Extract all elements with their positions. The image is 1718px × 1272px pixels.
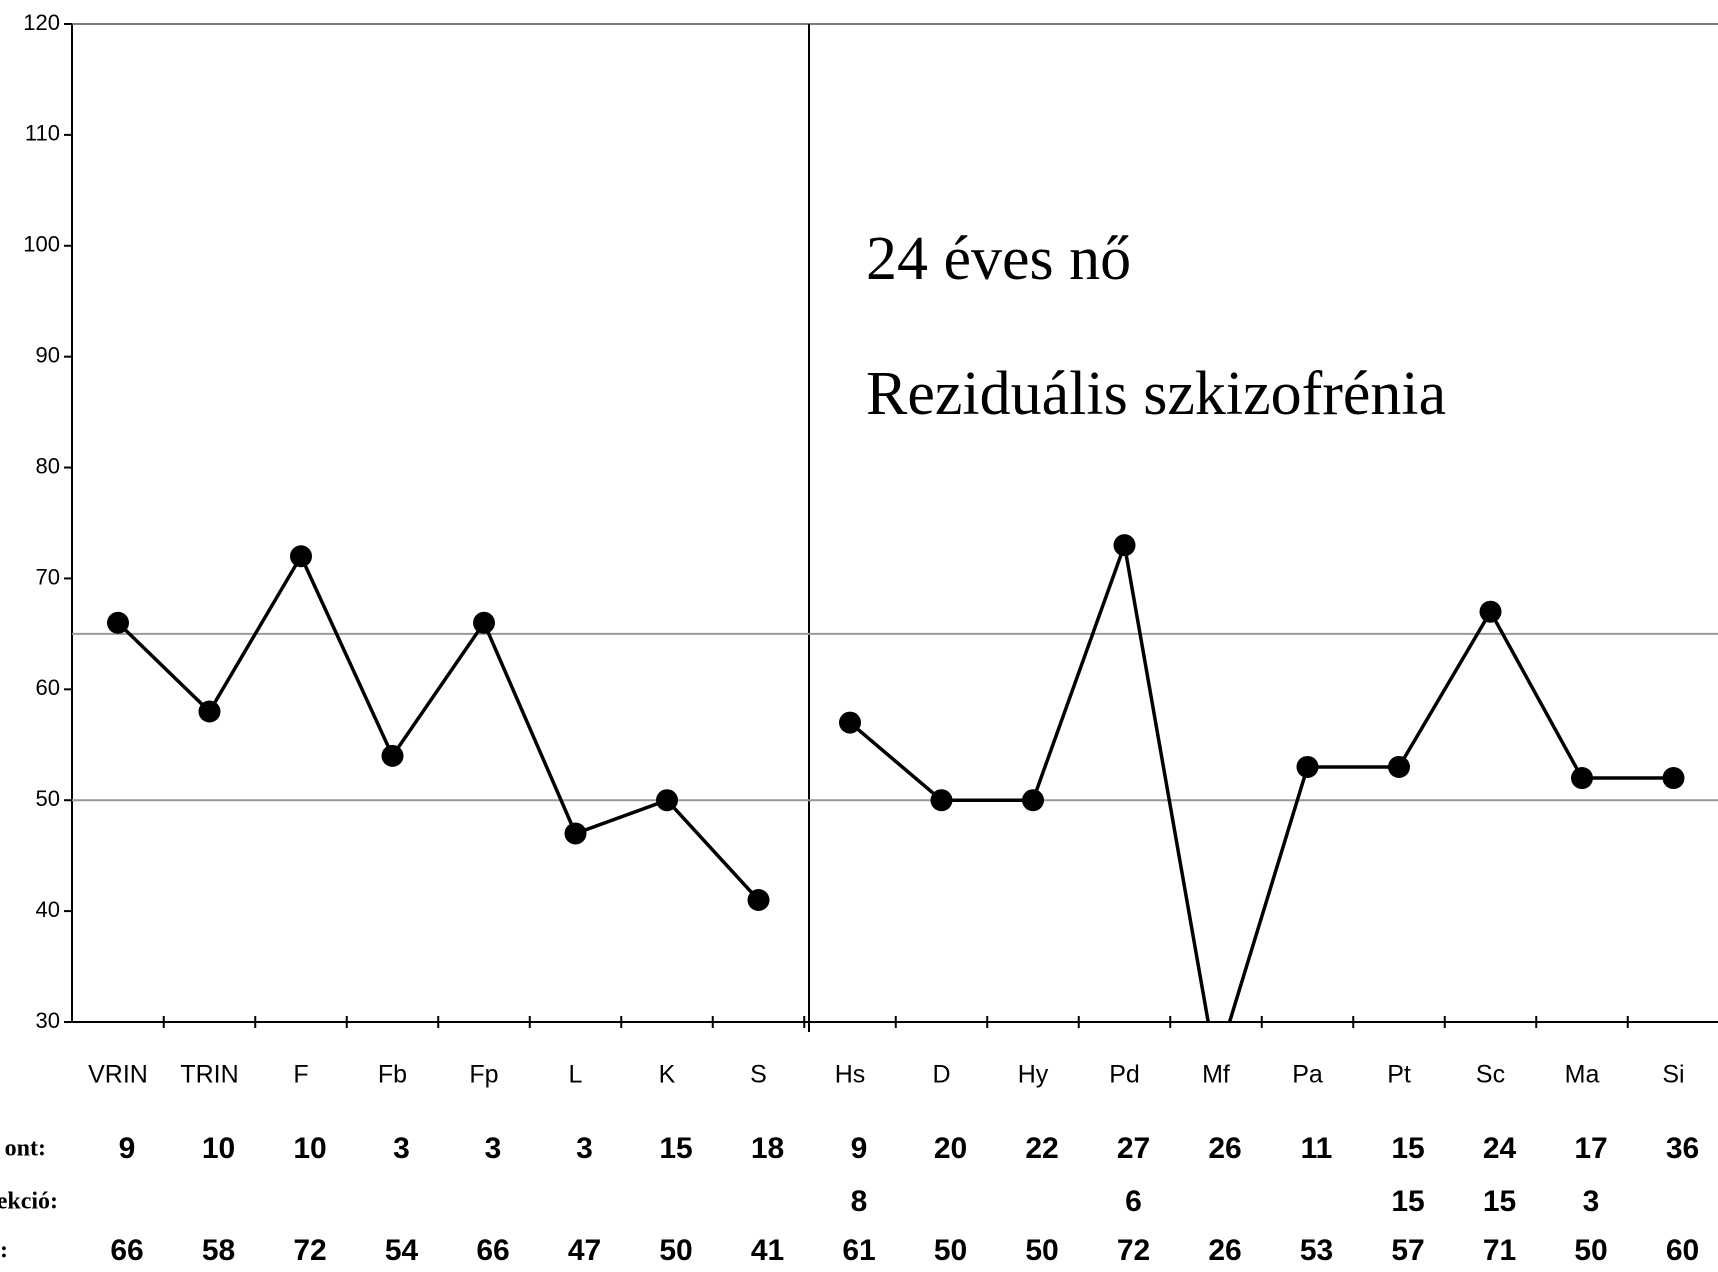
data-point bbox=[747, 889, 770, 912]
table-cell: 18 bbox=[751, 1132, 784, 1165]
data-point bbox=[1662, 767, 1685, 790]
x-tick-label: TRIN bbox=[180, 1061, 238, 1089]
series-line bbox=[848, 538, 1674, 1022]
series-line bbox=[116, 552, 760, 902]
data-point bbox=[290, 545, 312, 568]
table-cell: 71 bbox=[1483, 1234, 1516, 1267]
x-tick-label: Hs bbox=[835, 1061, 866, 1089]
table-cell: 61 bbox=[842, 1234, 875, 1267]
annotation: 24 éves nő bbox=[866, 225, 1131, 293]
table-cell: 6 bbox=[1125, 1185, 1142, 1218]
table-cell: 17 bbox=[1574, 1132, 1607, 1165]
annotation: Reziduális szkizofrénia bbox=[866, 360, 1446, 428]
table-cell: 50 bbox=[1574, 1234, 1607, 1267]
data-point bbox=[198, 700, 221, 723]
x-tick-label: Pt bbox=[1387, 1061, 1411, 1089]
table-cell: 72 bbox=[293, 1234, 326, 1267]
y-tick-label: 80 bbox=[36, 453, 60, 478]
table-cell: 10 bbox=[202, 1132, 235, 1165]
table-cell: 58 bbox=[202, 1234, 235, 1267]
x-tick-label: Sc bbox=[1476, 1061, 1505, 1089]
y-tick-label: 30 bbox=[36, 1008, 60, 1033]
table-cell: 10 bbox=[293, 1132, 326, 1165]
y-tick-label: 120 bbox=[23, 10, 60, 35]
data-point bbox=[381, 744, 404, 767]
x-tick-label: L bbox=[569, 1061, 583, 1089]
table-cell: 41 bbox=[751, 1234, 784, 1267]
table-cell: 26 bbox=[1208, 1234, 1241, 1267]
row-label: : bbox=[0, 1238, 8, 1264]
row-label: ont: bbox=[5, 1136, 46, 1162]
y-tick-label: 90 bbox=[36, 342, 60, 367]
data-point bbox=[1113, 534, 1136, 557]
y-tick-label: 110 bbox=[25, 121, 60, 146]
table-cell: 24 bbox=[1483, 1132, 1517, 1165]
data-point bbox=[107, 611, 129, 634]
table-cell: 3 bbox=[1583, 1185, 1600, 1218]
data-point bbox=[1296, 755, 1319, 778]
data-point bbox=[1388, 755, 1410, 778]
table-cell: 50 bbox=[1025, 1234, 1058, 1267]
x-tick-label: Mf bbox=[1202, 1061, 1230, 1089]
table-cell: 60 bbox=[1666, 1234, 1699, 1267]
table-cell: 66 bbox=[110, 1234, 143, 1267]
x-tick-label: D bbox=[932, 1061, 950, 1089]
table-cell: 50 bbox=[659, 1234, 692, 1267]
table-cell: 15 bbox=[1391, 1185, 1424, 1218]
table-cell: 26 bbox=[1208, 1132, 1241, 1165]
table-cell: 22 bbox=[1025, 1132, 1058, 1165]
data-point bbox=[656, 789, 678, 812]
x-tick-label: Si bbox=[1662, 1061, 1684, 1089]
data-point bbox=[564, 822, 587, 845]
table-cell: 27 bbox=[1117, 1132, 1150, 1165]
table-cell: 54 bbox=[385, 1234, 419, 1267]
table-cell: 9 bbox=[851, 1132, 868, 1165]
data-point bbox=[839, 711, 861, 734]
table-cell: 11 bbox=[1301, 1132, 1333, 1165]
x-tick-label: Hy bbox=[1018, 1061, 1049, 1089]
x-tick-label: S bbox=[750, 1061, 767, 1089]
x-tick-label: VRIN bbox=[88, 1061, 148, 1089]
table-cell: 8 bbox=[851, 1185, 868, 1218]
table-cell: 15 bbox=[659, 1132, 692, 1165]
data-point bbox=[930, 789, 953, 812]
table-cell: 20 bbox=[934, 1132, 967, 1165]
table-cell: 72 bbox=[1117, 1234, 1150, 1267]
x-tick-label: Fp bbox=[469, 1061, 498, 1089]
table-cell: 47 bbox=[568, 1234, 601, 1267]
data-point bbox=[473, 611, 495, 634]
table-cell: 53 bbox=[1300, 1234, 1333, 1267]
data-point bbox=[1022, 789, 1044, 812]
x-tick-label: Pa bbox=[1292, 1061, 1323, 1089]
table-cell: 9 bbox=[119, 1132, 136, 1165]
x-tick-label: F bbox=[293, 1061, 308, 1089]
y-tick-label: 50 bbox=[36, 786, 60, 811]
table-cell: 3 bbox=[485, 1132, 502, 1165]
row-label: ekció: bbox=[0, 1189, 58, 1215]
table-cell: 36 bbox=[1666, 1132, 1699, 1165]
data-point bbox=[1479, 600, 1502, 623]
table-cell: 3 bbox=[576, 1132, 593, 1165]
axes bbox=[71, 23, 1718, 1032]
data-point bbox=[1571, 767, 1593, 790]
y-tick-label: 40 bbox=[36, 897, 60, 922]
y-tick-label: 60 bbox=[36, 675, 60, 700]
table-cell: 3 bbox=[393, 1132, 410, 1165]
table-cell: 66 bbox=[476, 1234, 509, 1267]
table-cell: 50 bbox=[934, 1234, 967, 1267]
table-cell: 57 bbox=[1391, 1234, 1424, 1267]
table-cell: 15 bbox=[1483, 1185, 1516, 1218]
y-tick-label: 70 bbox=[36, 564, 60, 589]
table-cell: 15 bbox=[1391, 1132, 1424, 1165]
x-tick-label: Fb bbox=[378, 1061, 407, 1089]
x-tick-label: Ma bbox=[1565, 1061, 1600, 1089]
x-tick-label: K bbox=[659, 1061, 676, 1089]
y-tick-label: 100 bbox=[23, 232, 60, 257]
x-tick-label: Pd bbox=[1109, 1061, 1140, 1089]
plot-area bbox=[107, 534, 1685, 1022]
